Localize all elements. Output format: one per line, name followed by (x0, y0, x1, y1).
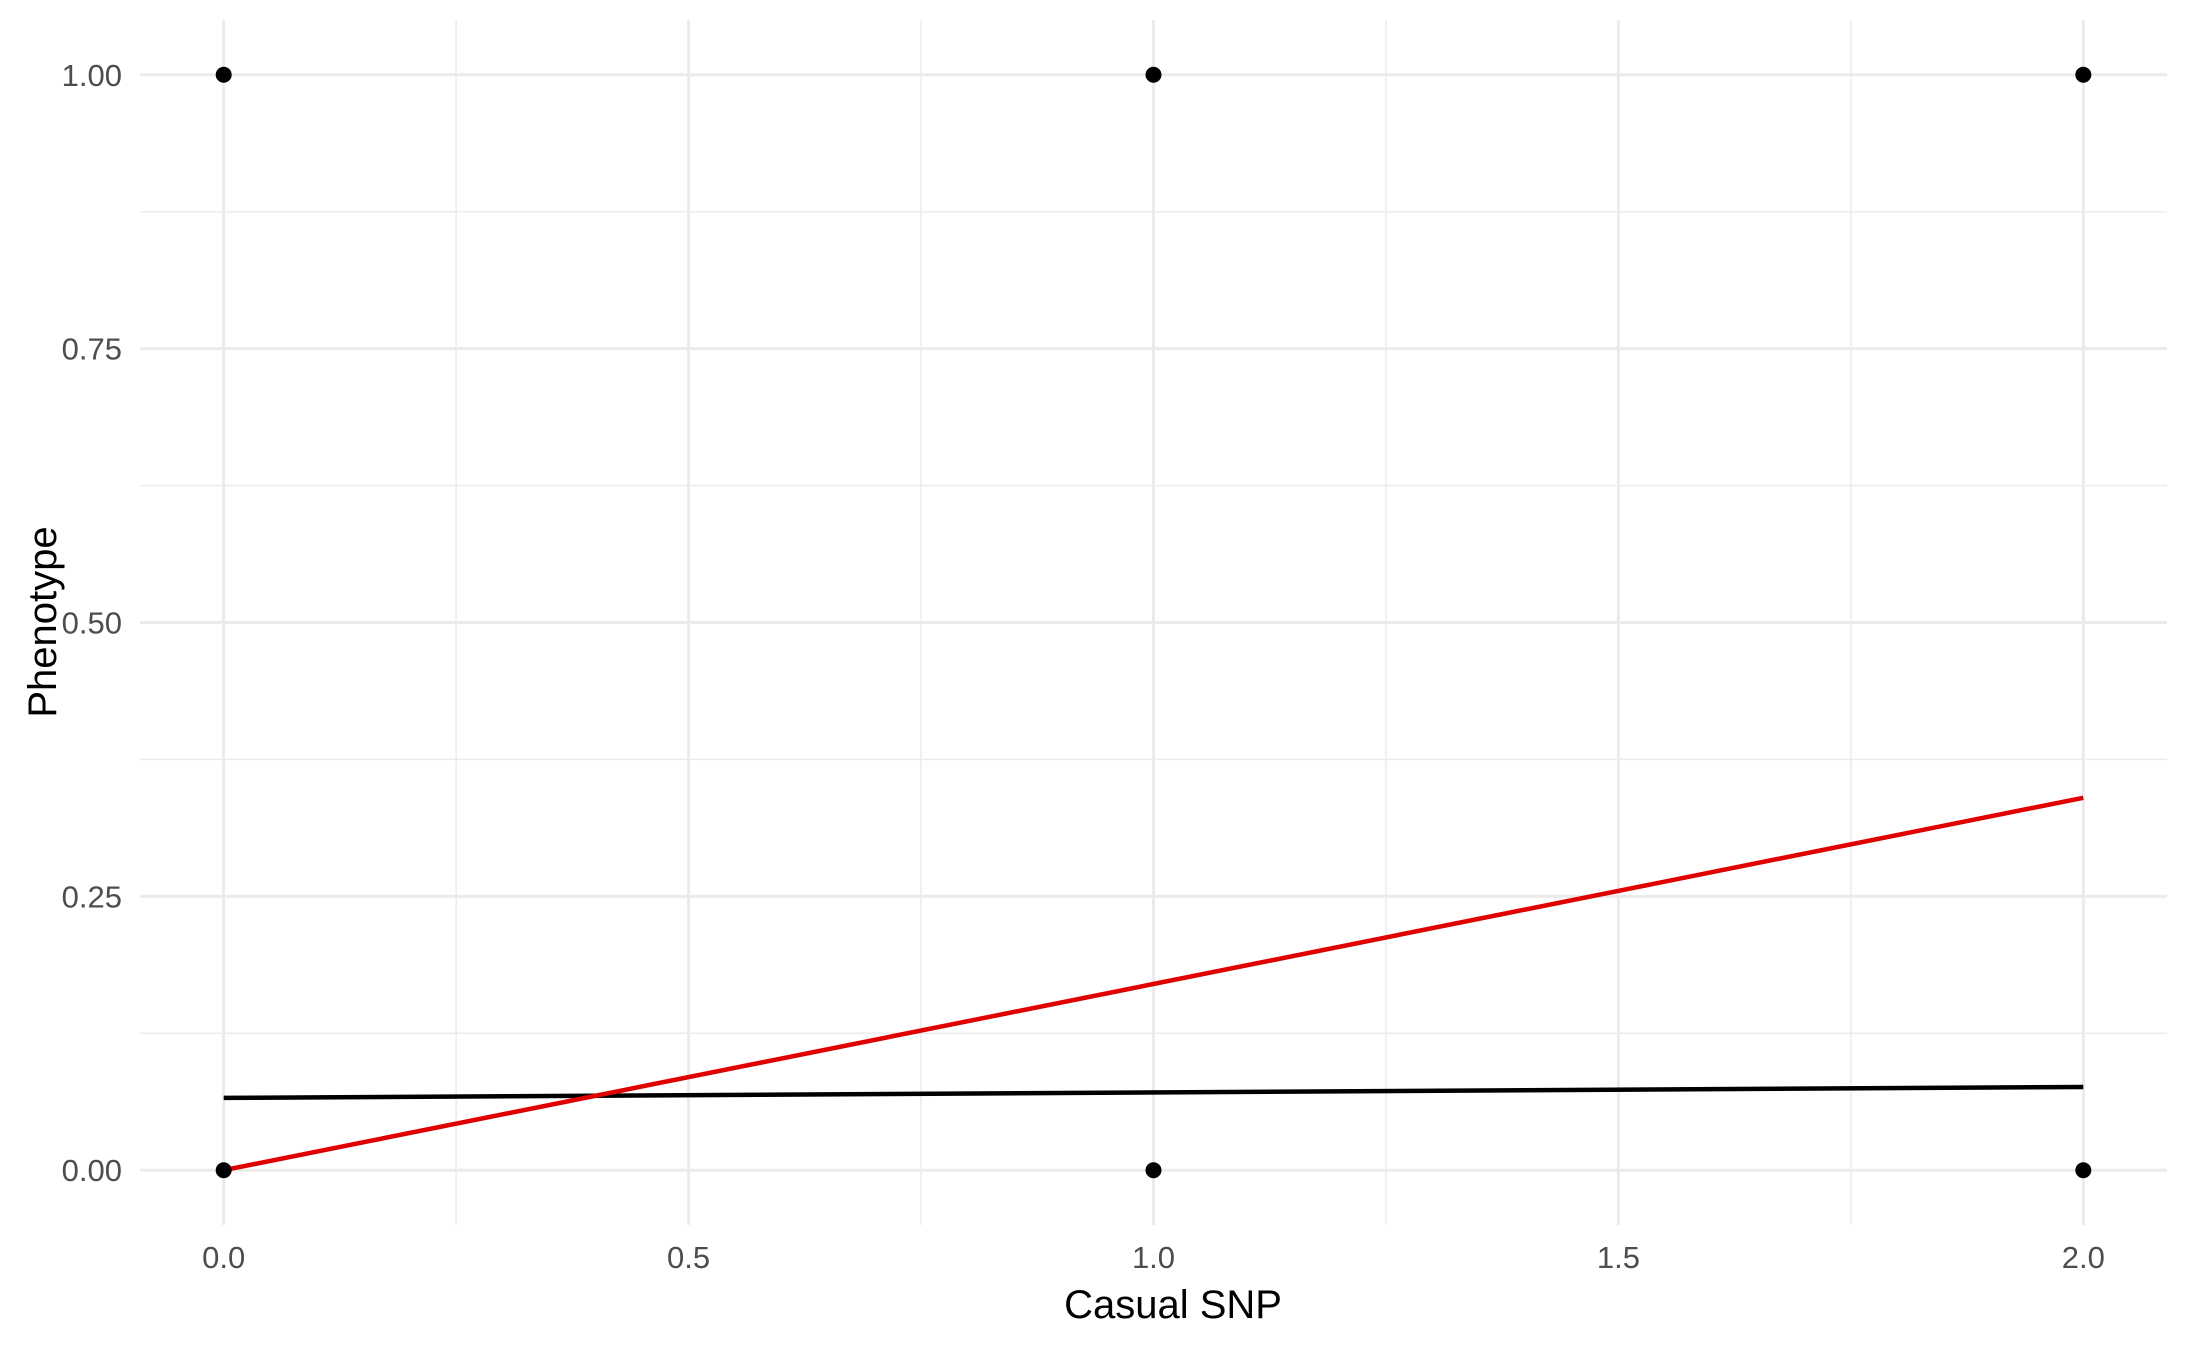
y-tick-label: 0.50 (62, 606, 122, 641)
x-tick-label: 1.5 (1597, 1240, 1640, 1275)
x-tick-label: 0.0 (202, 1240, 245, 1275)
black-fit-line (223, 1084, 2084, 1101)
data-point (215, 66, 232, 83)
x-axis-title: Casual SNP (1064, 1283, 1282, 1327)
data-point (1145, 1162, 1162, 1179)
y-tick-label: 0.25 (62, 879, 122, 914)
data-point (1145, 66, 1162, 83)
y-tick-label: 0.75 (62, 332, 122, 367)
y-tick-label: 1.00 (62, 58, 122, 93)
red-fit-line (223, 795, 2084, 1173)
y-tick-labels: 0.00 0.25 0.50 0.75 1.00 (62, 58, 122, 1188)
data-point (2075, 1162, 2092, 1179)
data-point (215, 1162, 232, 1179)
x-tick-label: 1.0 (1132, 1240, 1175, 1275)
x-tick-label: 0.5 (667, 1240, 710, 1275)
x-tick-labels: 0.0 0.5 1.0 1.5 2.0 (202, 1240, 2105, 1275)
y-axis-title: Phenotype (21, 526, 65, 717)
y-tick-label: 0.00 (62, 1153, 122, 1188)
x-tick-label: 2.0 (2062, 1240, 2105, 1275)
data-point (2075, 66, 2092, 83)
data-points (215, 66, 2092, 1179)
fit-lines (223, 795, 2084, 1173)
major-gridlines (140, 20, 2167, 1225)
